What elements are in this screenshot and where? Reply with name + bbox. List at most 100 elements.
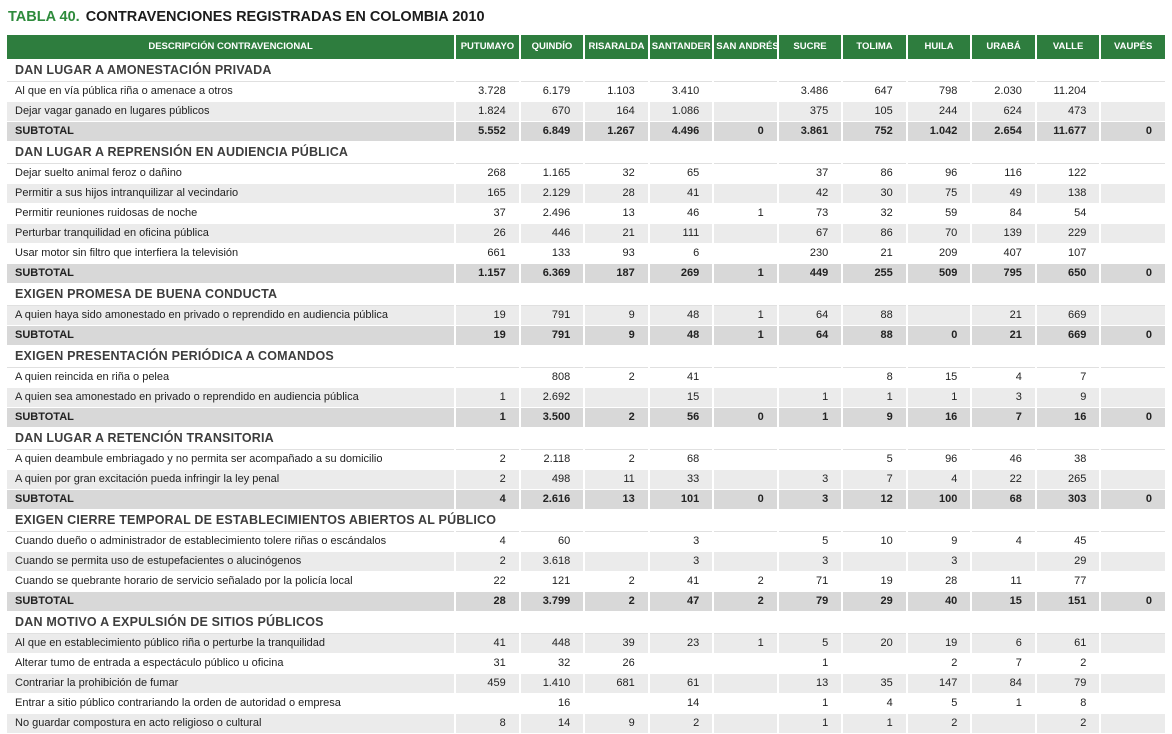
value-cell: 111 [648, 223, 715, 244]
value-cell: 4.496 [648, 121, 715, 142]
row-description: Entrar a sitio público contrariando la o… [7, 693, 457, 714]
value-cell: 1 [455, 387, 521, 408]
value-cell: 7 [971, 407, 1037, 428]
table-row: No guardar compostura en acto religioso … [7, 713, 1165, 734]
value-cell [1100, 551, 1165, 572]
section-header-label: DAN MOTIVO A EXPULSIÓN DE SITIOS PÚBLICO… [7, 611, 1165, 634]
value-cell: 73 [777, 203, 844, 224]
value-cell: 808 [519, 367, 586, 388]
value-cell: 669 [1035, 305, 1102, 326]
value-cell: 3.618 [519, 551, 586, 572]
column-header-tolima: TOLIMA [842, 35, 908, 60]
value-cell [1100, 469, 1165, 490]
section-header-label: DAN LUGAR A REPRENSIÓN EN AUDIENCIA PÚBL… [7, 141, 1165, 164]
table-header: DESCRIPCIÓN CONTRAVENCIONAL PUTUMAYO QUIND… [7, 35, 1165, 60]
value-cell: 37 [455, 203, 521, 224]
value-cell: 77 [1035, 571, 1102, 592]
row-description: Cuando se quebrante horario de servicio … [7, 571, 457, 592]
value-cell: 3 [971, 387, 1037, 408]
value-cell: 138 [1035, 183, 1102, 204]
value-cell: 509 [906, 263, 973, 284]
value-cell: 19 [455, 305, 521, 326]
value-cell [713, 387, 779, 408]
value-cell: 68 [648, 449, 715, 470]
value-cell [713, 673, 779, 694]
value-cell: 35 [842, 673, 908, 694]
value-cell: 100 [906, 489, 973, 510]
value-cell: 0 [906, 325, 973, 346]
value-cell: 9 [584, 305, 650, 326]
section-header-label: EXIGEN PROMESA DE BUENA CONDUCTA [7, 283, 1165, 306]
value-cell: 14 [519, 713, 586, 734]
value-cell: 64 [777, 325, 844, 346]
value-cell: 22 [455, 571, 521, 592]
value-cell: 79 [1035, 673, 1102, 694]
value-cell: 4 [906, 469, 973, 490]
value-cell: 3 [777, 469, 844, 490]
table-row: Alterar tumo de entrada a espectáculo pú… [7, 653, 1165, 674]
table-row: Usar motor sin filtro que interfiera la … [7, 243, 1165, 264]
value-cell: 1.165 [519, 163, 586, 184]
section-header-row: DAN LUGAR A REPRENSIÓN EN AUDIENCIA PÚBL… [7, 141, 1165, 164]
value-cell: 139 [971, 223, 1037, 244]
value-cell: 449 [777, 263, 844, 284]
column-header-urab-: URABÁ [971, 35, 1037, 60]
value-cell: 681 [584, 673, 650, 694]
value-cell: 1.103 [584, 81, 650, 102]
row-description: Dejar suelto animal feroz o dañino [7, 163, 457, 184]
value-cell: 29 [1035, 551, 1102, 572]
value-cell: 20 [842, 633, 908, 654]
value-cell [842, 653, 908, 674]
value-cell: 49 [971, 183, 1037, 204]
value-cell: 3.728 [455, 81, 521, 102]
value-cell: 1.157 [455, 263, 521, 284]
value-cell: 5 [777, 633, 844, 654]
table-row: Dejar suelto animal feroz o dañino 268 1.1… [7, 163, 1165, 184]
value-cell: 107 [1035, 243, 1102, 264]
value-cell: 11 [584, 469, 650, 490]
value-cell [713, 101, 779, 122]
value-cell [713, 713, 779, 734]
value-cell: 791 [519, 325, 586, 346]
value-cell: 0 [1100, 121, 1165, 142]
value-cell: 6 [971, 633, 1037, 654]
value-cell: 147 [906, 673, 973, 694]
value-cell: 21 [971, 305, 1037, 326]
value-cell [584, 531, 650, 552]
value-cell: 1 [777, 387, 844, 408]
column-header-putumayo: PUTUMAYO [455, 35, 521, 60]
value-cell [1100, 367, 1165, 388]
value-cell: 16 [519, 693, 586, 714]
value-cell: 3 [648, 531, 715, 552]
table-row: Cuando se permita uso de estupefacientes… [7, 551, 1165, 572]
value-cell: 8 [1035, 693, 1102, 714]
value-cell: 21 [971, 325, 1037, 346]
row-description: Dejar vagar ganado en lugares públicos [7, 101, 457, 122]
value-cell [1100, 203, 1165, 224]
row-description: A quien sea amonestado en privado o repr… [7, 387, 457, 408]
value-cell: 3 [906, 551, 973, 572]
value-cell: 13 [584, 489, 650, 510]
value-cell: 48 [648, 305, 715, 326]
value-cell: 19 [455, 325, 521, 346]
value-cell [713, 243, 779, 264]
value-cell: 798 [906, 81, 973, 102]
value-cell [1100, 571, 1165, 592]
value-cell: 68 [971, 489, 1037, 510]
value-cell: 59 [906, 203, 973, 224]
value-cell: 3.486 [777, 81, 844, 102]
table-row: A quien sea amonestado en privado o repr… [7, 387, 1165, 408]
row-description: Cuando se permita uso de estupefacientes… [7, 551, 457, 572]
section-header-label: DAN LUGAR A AMONESTACIÓN PRIVADA [7, 59, 1165, 82]
value-cell: 0 [713, 121, 779, 142]
subtotal-label: SUBTOTAL [7, 121, 457, 142]
value-cell: 2 [1035, 653, 1102, 674]
column-header-santander: SANTANDER [648, 35, 715, 60]
value-cell: 14 [648, 693, 715, 714]
value-cell: 2 [584, 591, 650, 612]
value-cell: 9 [1035, 387, 1102, 408]
column-header-description: DESCRIPCIÓN CONTRAVENCIONAL [7, 35, 457, 60]
value-cell: 46 [648, 203, 715, 224]
value-cell: 795 [971, 263, 1037, 284]
value-cell: 3.861 [777, 121, 844, 142]
